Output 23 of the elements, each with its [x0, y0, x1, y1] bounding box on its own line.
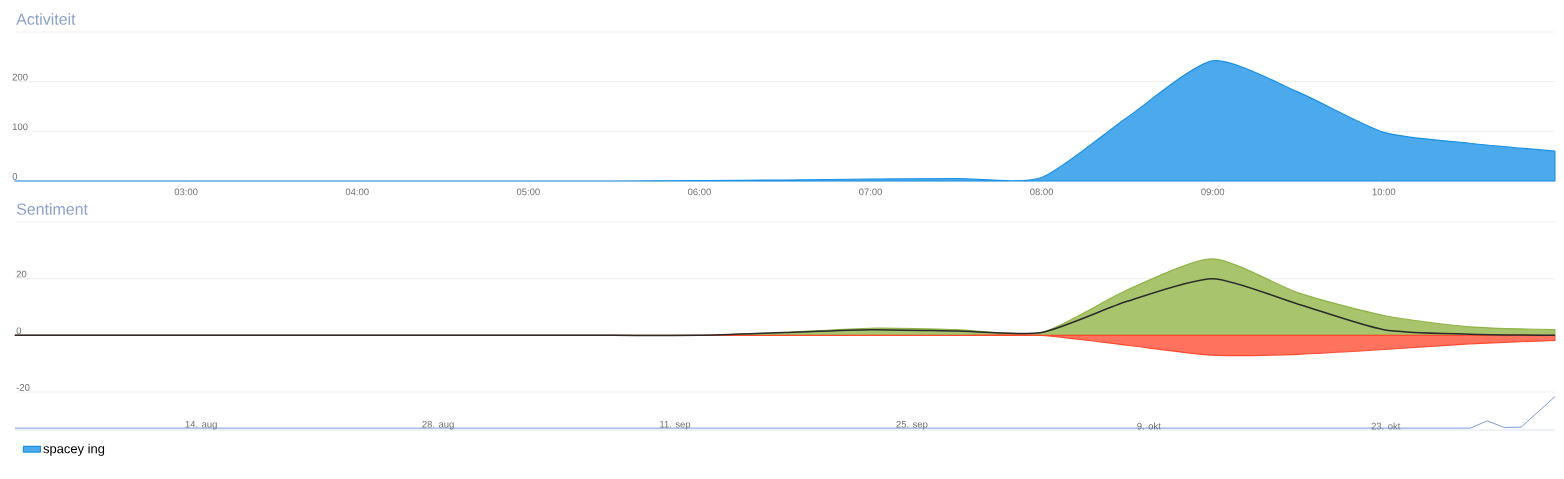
x-tick-label: 05:00	[516, 188, 540, 196]
y-tick-label: 100	[12, 123, 28, 131]
y-tick-label: 0	[16, 327, 22, 335]
chart-title: Sentiment	[16, 203, 88, 215]
x-tick-label: 23. okt	[1371, 422, 1401, 430]
x-tick-label: 28. aug	[422, 420, 454, 430]
x-tick-label: 9. okt	[1137, 422, 1161, 430]
y-tick-label: 0	[12, 173, 18, 180]
x-tick-label: 06:00	[687, 188, 711, 196]
x-tick-label: 08:00	[1030, 188, 1054, 196]
x-tick-label: 09:00	[1201, 188, 1225, 196]
x-tick-label: 07:00	[859, 188, 882, 196]
x-tick-label: 11. sep	[660, 421, 691, 430]
legend-label: spacey ing	[43, 443, 105, 456]
x-tick-label: 14. aug	[185, 421, 217, 430]
x-tick-label: 10:00	[1372, 188, 1396, 196]
y-tick-label: -20	[16, 384, 30, 391]
x-tick-label: 25. sep	[896, 420, 928, 430]
y-tick-label: 20	[16, 270, 27, 278]
y-tick-label: 200	[12, 73, 28, 81]
x-tick-label: 04:00	[345, 188, 369, 196]
x-tick-label: 03:00	[174, 188, 198, 196]
chart-title: Activiteit	[16, 13, 76, 25]
